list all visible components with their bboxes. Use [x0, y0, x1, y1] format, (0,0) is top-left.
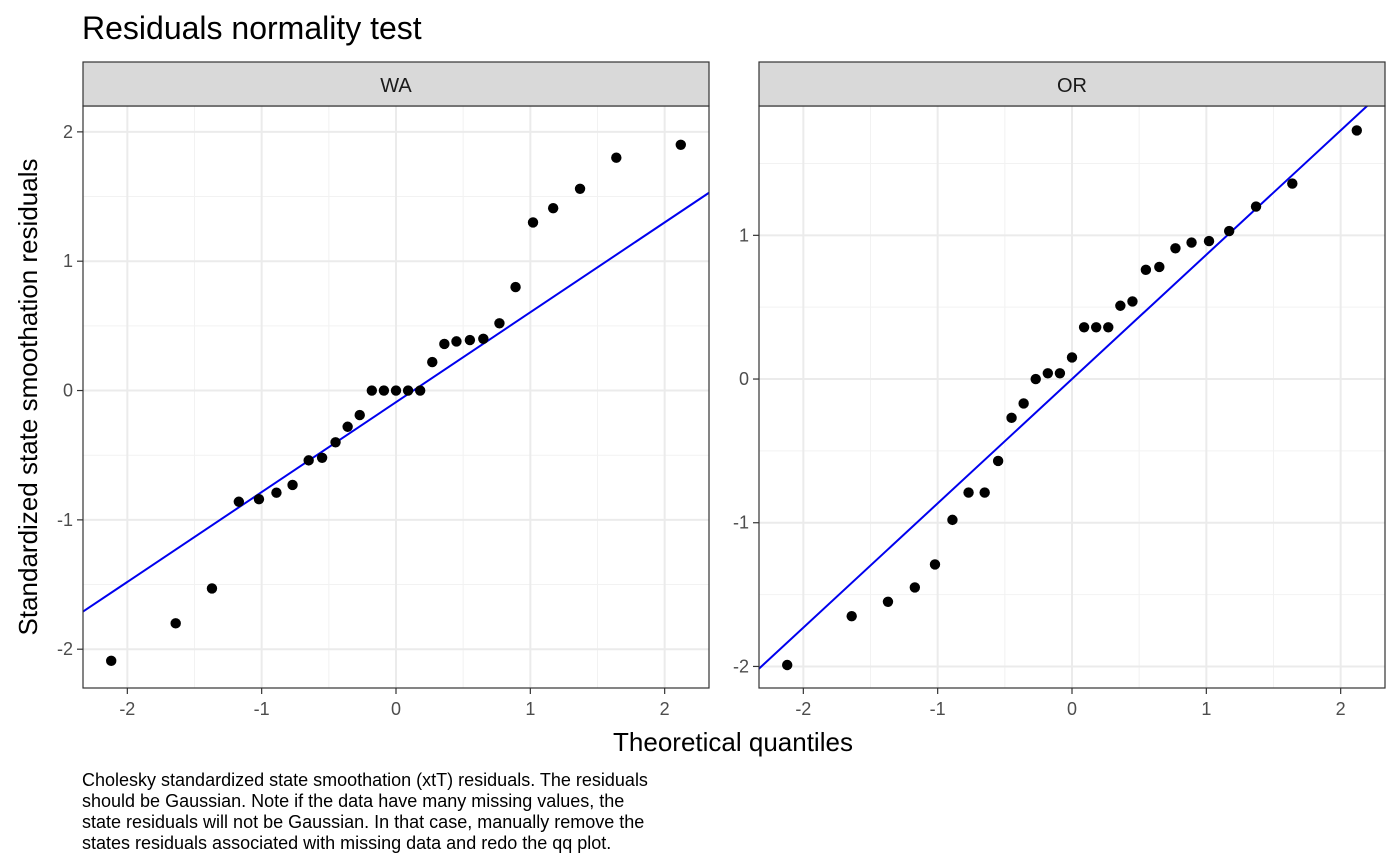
data-point [992, 455, 1004, 467]
data-point [1154, 261, 1165, 273]
data-point [1203, 235, 1215, 247]
data-point [527, 217, 539, 228]
data-point [1054, 368, 1066, 379]
x-tick-label: 1 [1201, 699, 1211, 719]
data-point [574, 183, 586, 194]
x-tick-label: -2 [795, 699, 811, 719]
x-tick-label: 0 [1067, 699, 1077, 719]
data-point [1170, 243, 1181, 254]
facet-panels: WA -2 -1 0 1 2 -2 -1 0 1 2 OR -2 -1 0 1 2 -2 -1 0 1 [57, 61, 1386, 719]
y-tick-label: -2 [733, 656, 749, 676]
data-point [1006, 412, 1017, 424]
facet-strip [82, 61, 710, 107]
data-point [947, 514, 958, 526]
y-tick-label: 0 [739, 369, 749, 389]
y-tick-label: 2 [63, 122, 73, 142]
y-tick-label: -2 [57, 639, 73, 659]
data-point [1186, 237, 1197, 248]
data-point [233, 496, 245, 507]
facet-strip [758, 61, 1386, 107]
data-point [206, 583, 218, 594]
qq-reference-line [83, 191, 709, 613]
data-point [1078, 322, 1090, 333]
x-tick-label: 2 [1336, 699, 1346, 719]
caption-line: Cholesky standardized state smoothation … [82, 770, 648, 790]
x-tick-label: 1 [525, 699, 535, 719]
x-axis-title: Theoretical quantiles [613, 727, 853, 757]
data-point [378, 385, 390, 396]
x-tick-label: -1 [254, 699, 270, 719]
chart-title: Residuals normality test [82, 10, 422, 46]
data-point [1115, 300, 1126, 311]
data-point [846, 610, 857, 622]
data-point [1127, 296, 1138, 307]
data-point [1030, 373, 1041, 385]
data-point [979, 487, 990, 498]
caption-line: state residuals will not be Gaussian. In… [82, 812, 644, 832]
chart-caption: Cholesky standardized state smoothation … [82, 770, 648, 853]
x-tick-label: -2 [119, 699, 135, 719]
data-point [303, 455, 314, 466]
data-point [782, 659, 793, 671]
data-point [271, 487, 282, 498]
data-point [330, 437, 341, 448]
data-point [170, 618, 181, 629]
data-point [963, 487, 974, 498]
y-tick-label: 1 [739, 225, 749, 245]
panel-or: OR -2 -1 0 1 2 -2 -1 0 1 [733, 61, 1386, 719]
data-point [510, 281, 521, 293]
y-tick-label: -1 [57, 510, 73, 530]
data-point [464, 334, 476, 346]
data-point [451, 336, 462, 347]
data-point [929, 559, 941, 570]
data-point [1042, 368, 1054, 379]
data-point [611, 152, 622, 163]
data-point [882, 596, 894, 607]
data-point [1090, 322, 1102, 333]
data-point [547, 202, 559, 214]
data-point [1351, 125, 1362, 136]
facet-strip-label: OR [1057, 75, 1087, 97]
data-point [354, 409, 365, 421]
data-point [106, 655, 117, 667]
y-tick-label: 1 [63, 251, 73, 271]
panel-wa: WA -2 -1 0 1 2 -2 -1 0 1 2 [57, 61, 710, 719]
x-tick-label: 0 [391, 699, 401, 719]
data-point [402, 385, 414, 396]
y-tick-label: -1 [733, 513, 749, 533]
data-point [909, 582, 921, 593]
data-point [414, 385, 426, 396]
data-point [342, 421, 353, 432]
data-point [1103, 322, 1114, 333]
data-point [253, 493, 265, 505]
data-point [366, 385, 378, 396]
data-point [316, 452, 328, 463]
x-tick-label: -1 [930, 699, 946, 719]
data-point [1250, 201, 1262, 212]
data-point [1287, 178, 1298, 189]
data-point [1066, 352, 1078, 363]
y-tick-label: 0 [63, 381, 73, 401]
y-axis-title: Standardized state smoothation residuals [13, 159, 43, 636]
data-point [675, 139, 686, 150]
data-point [427, 356, 438, 368]
caption-line: states residuals associated with missing… [82, 833, 611, 853]
data-point [390, 385, 402, 396]
qq-reference-line [759, 106, 1369, 671]
data-point [1140, 264, 1152, 276]
data-point [1018, 398, 1029, 409]
facet-strip-label: WA [380, 75, 412, 97]
data-point [1223, 225, 1235, 237]
data-point [287, 479, 298, 491]
data-point [494, 318, 505, 329]
x-tick-label: 2 [660, 699, 670, 719]
data-point [439, 338, 450, 350]
data-point [478, 333, 489, 344]
caption-line: should be Gaussian. Note if the data hav… [82, 791, 624, 811]
